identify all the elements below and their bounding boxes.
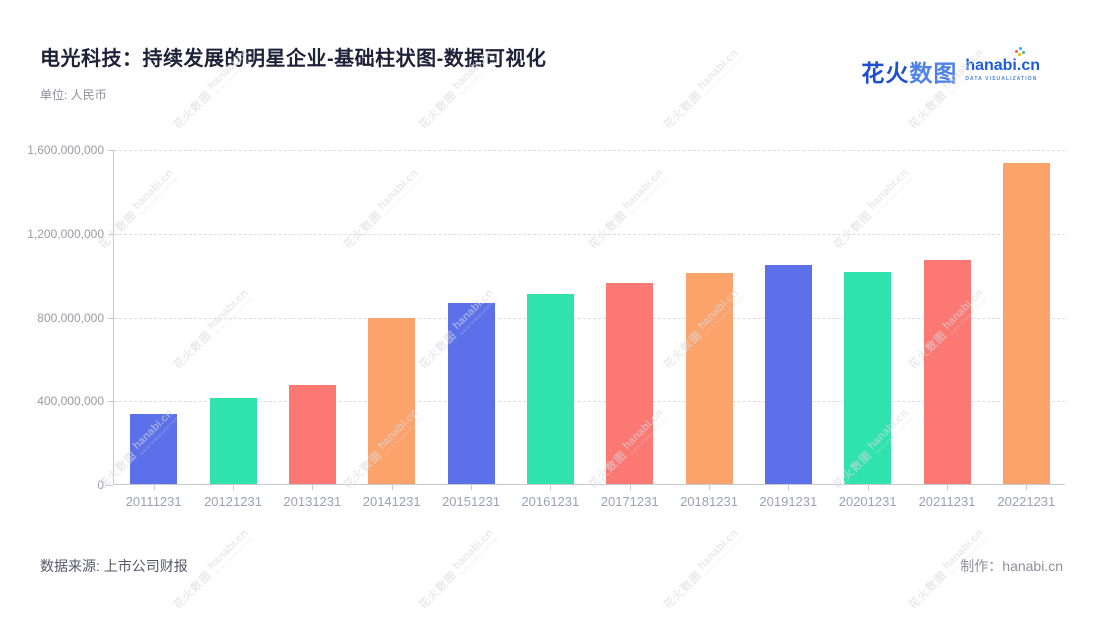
x-axis-tick	[709, 485, 710, 490]
bar	[526, 293, 574, 484]
x-axis-tick	[947, 485, 948, 490]
y-axis-tick	[108, 150, 113, 151]
gridline	[114, 150, 1065, 151]
bar	[1002, 163, 1050, 484]
bar	[209, 397, 257, 484]
watermark: 花火数图 hanabi.cn DATA VISUALIZATION	[661, 527, 745, 612]
x-axis-label: 20131231	[283, 494, 342, 509]
x-axis-tick	[312, 485, 314, 490]
x-axis-label: 20221231	[997, 494, 1056, 509]
x-axis-label: 20111231	[125, 494, 182, 509]
x-axis-label: 20201231	[838, 494, 897, 509]
bar	[764, 265, 812, 484]
x-axis-label: 20161231	[521, 494, 580, 509]
logo-text-cn-primary: 花火	[861, 60, 910, 86]
bar	[368, 318, 416, 484]
x-axis-label: 20171231	[600, 494, 659, 509]
x-axis-label: 20181231	[680, 494, 738, 509]
page-title: 电光科技：持续发展的明星企业-基础柱状图-数据可视化	[40, 48, 547, 70]
y-axis-tick	[108, 485, 113, 486]
y-axis-label: 1,200,000,000	[27, 226, 104, 241]
x-axis-label: 20141231	[362, 494, 421, 509]
y-axis-label: 400,000,000	[37, 394, 104, 409]
y-axis-label: 1,600,000,000	[27, 143, 104, 157]
logo-text-en: hanabi.cn	[965, 57, 1040, 74]
gridline	[114, 401, 1065, 403]
x-axis-tick	[867, 485, 869, 490]
bar	[130, 413, 178, 484]
x-axis-tick	[550, 485, 552, 490]
x-axis-tick	[233, 485, 234, 490]
logo-text-en-block: hanabi.cn DATA VISUALIZATION	[965, 53, 1040, 82]
y-axis-tick	[108, 233, 113, 235]
y-axis-label: 800,000,000	[37, 310, 104, 325]
x-axis-tick	[153, 485, 155, 490]
credit-label: 制作：hanabi.cn	[960, 558, 1063, 574]
x-axis-tick	[788, 485, 790, 490]
data-source-label: 数据来源: 上市公司财报	[40, 558, 188, 574]
bar	[844, 272, 892, 484]
bar	[606, 283, 654, 484]
unit-label: 单位: 人民币	[40, 88, 107, 102]
x-axis-tick	[391, 485, 393, 490]
watermark: 花火数图 hanabi.cn DATA VISUALIZATION	[661, 47, 745, 132]
watermark: 花火数图 hanabi.cn DATA VISUALIZATION	[416, 527, 500, 612]
spark-icon	[1018, 53, 1024, 59]
gridline	[114, 233, 1065, 235]
x-axis-label: 20211231	[918, 494, 976, 509]
y-axis-label: 0	[97, 478, 104, 492]
bar-chart-plot-area: 0 400,000,000 800,000,000 1,200,000,000 1,60…	[27, 143, 1065, 509]
y-axis-tick	[108, 317, 113, 319]
x-axis-tick	[471, 485, 472, 490]
bar	[923, 259, 971, 484]
bar	[288, 385, 336, 484]
x-axis-label: 20151231	[442, 494, 500, 509]
x-axis-label: 20191231	[759, 494, 818, 509]
bar	[685, 272, 733, 484]
x-axis-tick	[629, 485, 631, 490]
bar	[447, 303, 495, 484]
logo-text-cn: 花火数图	[861, 54, 957, 88]
hanabi-logo: 花火数图 hanabi.cn DATA VISUALIZATION	[861, 53, 1040, 88]
gridline	[114, 317, 1065, 319]
y-axis-tick	[108, 401, 113, 403]
logo-tagline: DATA VISUALIZATION	[965, 76, 1038, 82]
x-axis-tick	[1026, 485, 1028, 490]
logo-text-cn-secondary: 数图	[909, 60, 958, 86]
x-axis-label: 20121231	[204, 494, 262, 509]
